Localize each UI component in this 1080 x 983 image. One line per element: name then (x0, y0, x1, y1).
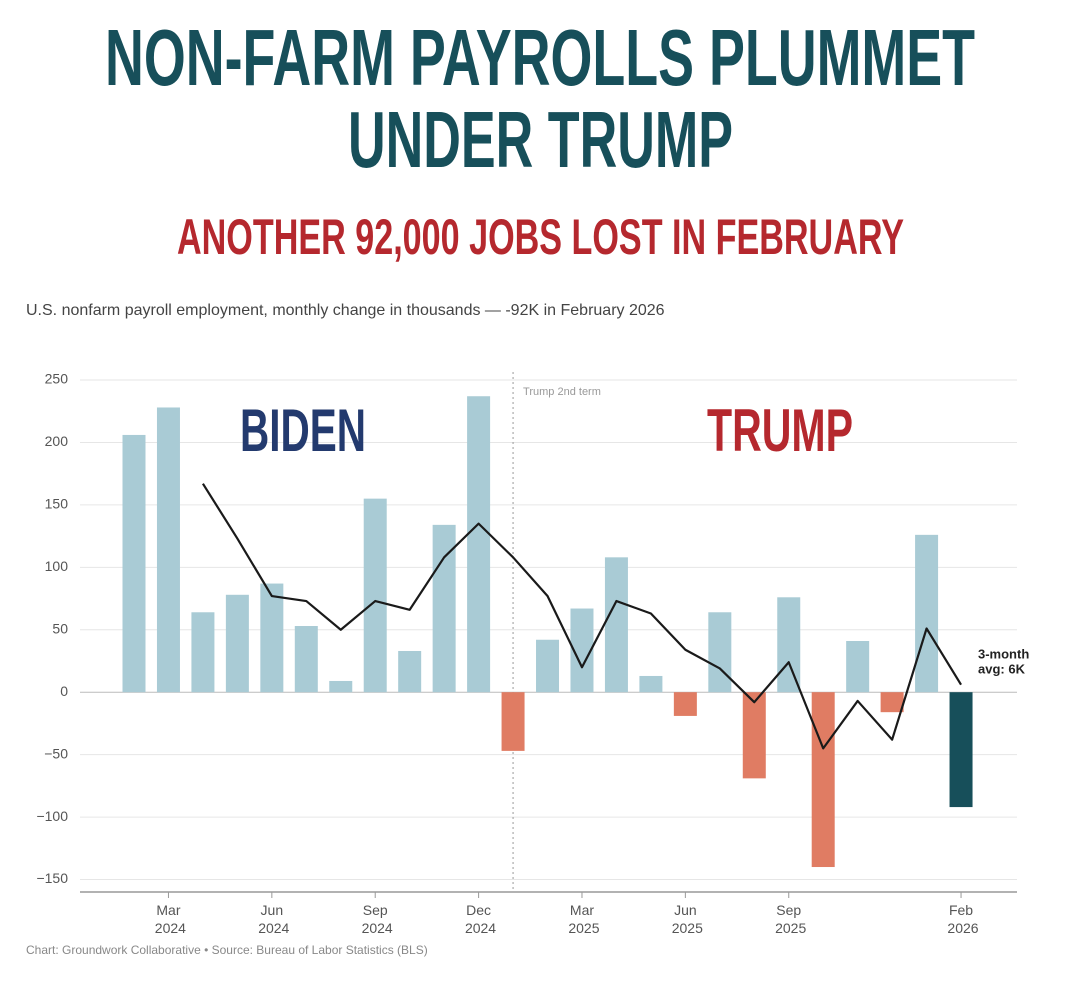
bar (811, 692, 835, 868)
y-tick-label: 0 (60, 683, 68, 699)
bar (777, 597, 801, 693)
bar (570, 608, 594, 693)
y-tick-label: −100 (36, 808, 68, 824)
bar (467, 396, 491, 693)
x-tick-label: Dec 2024 (461, 902, 496, 936)
y-tick-label: 200 (45, 433, 69, 449)
bar (329, 680, 353, 693)
divider-label: Trump 2nd term (523, 386, 601, 398)
bar (880, 692, 904, 713)
title-line: UNDER TRUMP (348, 95, 733, 184)
avg-label: avg: 6K (978, 661, 1026, 676)
x-tick-label: Jun 2025 (668, 902, 703, 936)
biden-label: BIDEN (240, 397, 366, 464)
bar (915, 534, 939, 693)
bar (260, 583, 284, 693)
bar (225, 594, 249, 693)
bar (536, 639, 560, 693)
bar (708, 612, 732, 693)
y-tick-label: 50 (52, 620, 68, 636)
x-tick-label: Mar 2024 (151, 902, 186, 936)
bar (294, 626, 318, 693)
title-line: NON-FARM PAYROLLS PLUMMET (105, 13, 975, 102)
description: U.S. nonfarm payroll employment, monthly… (26, 302, 665, 319)
x-tick-label: Jun 2024 (254, 902, 289, 936)
bar (156, 407, 180, 693)
y-tick-label: −50 (44, 745, 68, 761)
y-tick-label: 150 (45, 496, 69, 512)
bar (501, 692, 525, 751)
x-tick-label: Sep 2024 (358, 902, 393, 936)
bar (604, 557, 628, 693)
x-tick-label: Sep 2025 (771, 902, 806, 936)
y-tick-label: 250 (45, 371, 69, 387)
bar (673, 692, 697, 716)
bar (398, 650, 422, 693)
x-tick-label: Feb 2026 (944, 902, 979, 936)
y-tick-label: 100 (45, 558, 69, 574)
bar (122, 434, 146, 693)
avg-label: 3-month (978, 646, 1029, 661)
source: Chart: Groundwork Collaborative • Source… (26, 943, 428, 957)
bar (639, 675, 663, 693)
x-tick-label: Mar 2025 (564, 902, 599, 936)
trump-label: TRUMP (707, 397, 853, 464)
y-tick-label: −150 (36, 870, 68, 886)
subtitle: ANOTHER 92,000 JOBS LOST IN FEBRUARY (177, 209, 904, 265)
bar (846, 640, 870, 693)
bar (949, 692, 973, 808)
bar (363, 498, 387, 693)
bar (742, 692, 766, 779)
avg-line (201, 483, 962, 750)
bar (191, 612, 215, 693)
